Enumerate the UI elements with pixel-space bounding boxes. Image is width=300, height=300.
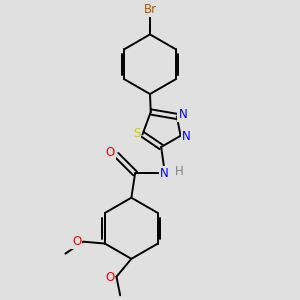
- Text: N: N: [178, 108, 187, 122]
- Text: O: O: [106, 146, 115, 160]
- Text: N: N: [160, 167, 169, 180]
- Text: Br: Br: [143, 3, 157, 16]
- Text: H: H: [175, 166, 184, 178]
- Text: O: O: [72, 235, 81, 248]
- Text: S: S: [133, 127, 140, 140]
- Text: O: O: [105, 271, 114, 284]
- Text: N: N: [182, 130, 191, 143]
